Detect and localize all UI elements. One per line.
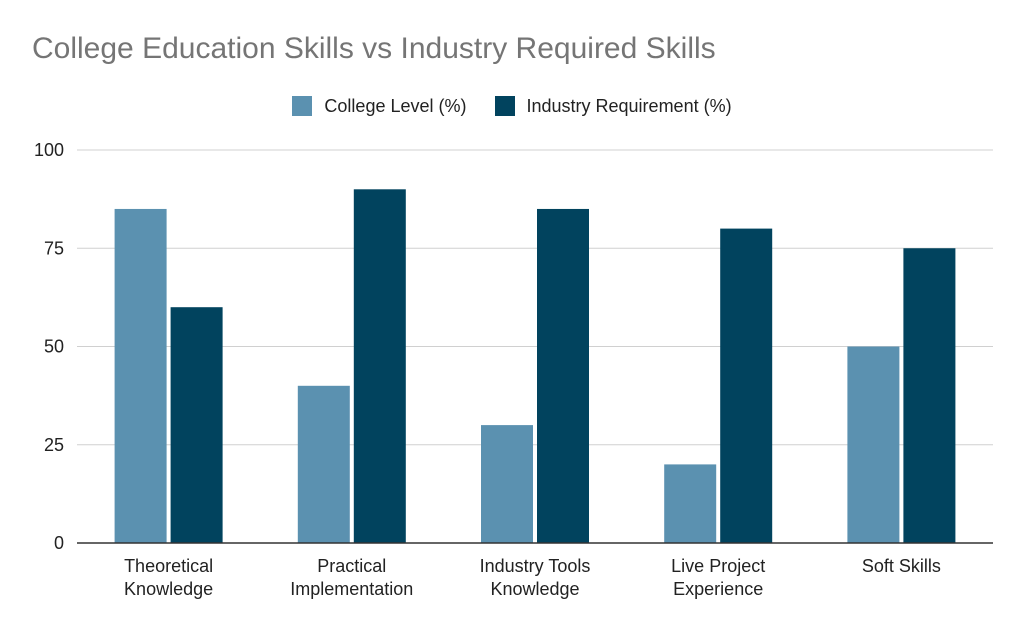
- x-tick-label-1-line1: Implementation: [290, 579, 413, 599]
- legend-item-college-level[interactable]: College Level (%): [292, 95, 467, 117]
- legend-swatch-industry-requirement: [494, 96, 515, 116]
- y-tick-label-50: 50: [44, 337, 64, 357]
- x-tick-label-0-line1: Knowledge: [124, 579, 213, 599]
- y-tick-label-25: 25: [44, 435, 64, 455]
- bar-industry-0: [170, 307, 223, 543]
- bar-industry-1: [353, 189, 406, 544]
- x-tick-label-3-line1: Experience: [673, 579, 763, 599]
- y-tick-label-100: 100: [34, 140, 64, 160]
- y-tick-label-0: 0: [54, 533, 64, 553]
- x-tick-label-3-line0: Live Project: [671, 556, 765, 576]
- bar-college-2: [481, 425, 533, 543]
- legend-swatch-college-level: [292, 96, 313, 116]
- y-tick-label-75: 75: [44, 238, 64, 258]
- bar-college-4: [847, 346, 900, 543]
- legend-item-industry-requirement[interactable]: Industry Requirement (%): [494, 95, 732, 117]
- legend-label-college-level: College Level (%): [324, 95, 467, 116]
- x-tick-label-0-line0: Theoretical: [124, 556, 213, 576]
- bar-college-0: [114, 208, 167, 543]
- bar-college-1: [297, 385, 350, 543]
- bar-college-3: [664, 464, 717, 543]
- bar-industry-3: [720, 228, 773, 543]
- legend: College Level (%) Industry Requirement (…: [0, 92, 1024, 120]
- x-tick-label-1-line0: Practical: [317, 556, 386, 576]
- x-tick-label-2-line1: Knowledge: [490, 579, 579, 599]
- bar-industry-2: [537, 208, 589, 543]
- x-tick-label-4: Soft Skills: [862, 556, 941, 576]
- x-tick-label-2-line0: Industry Tools: [480, 556, 591, 576]
- chart-title: College Education Skills vs Industry Req…: [32, 32, 716, 65]
- legend-label-industry-requirement: Industry Requirement (%): [526, 95, 732, 116]
- bar-industry-4: [903, 248, 956, 543]
